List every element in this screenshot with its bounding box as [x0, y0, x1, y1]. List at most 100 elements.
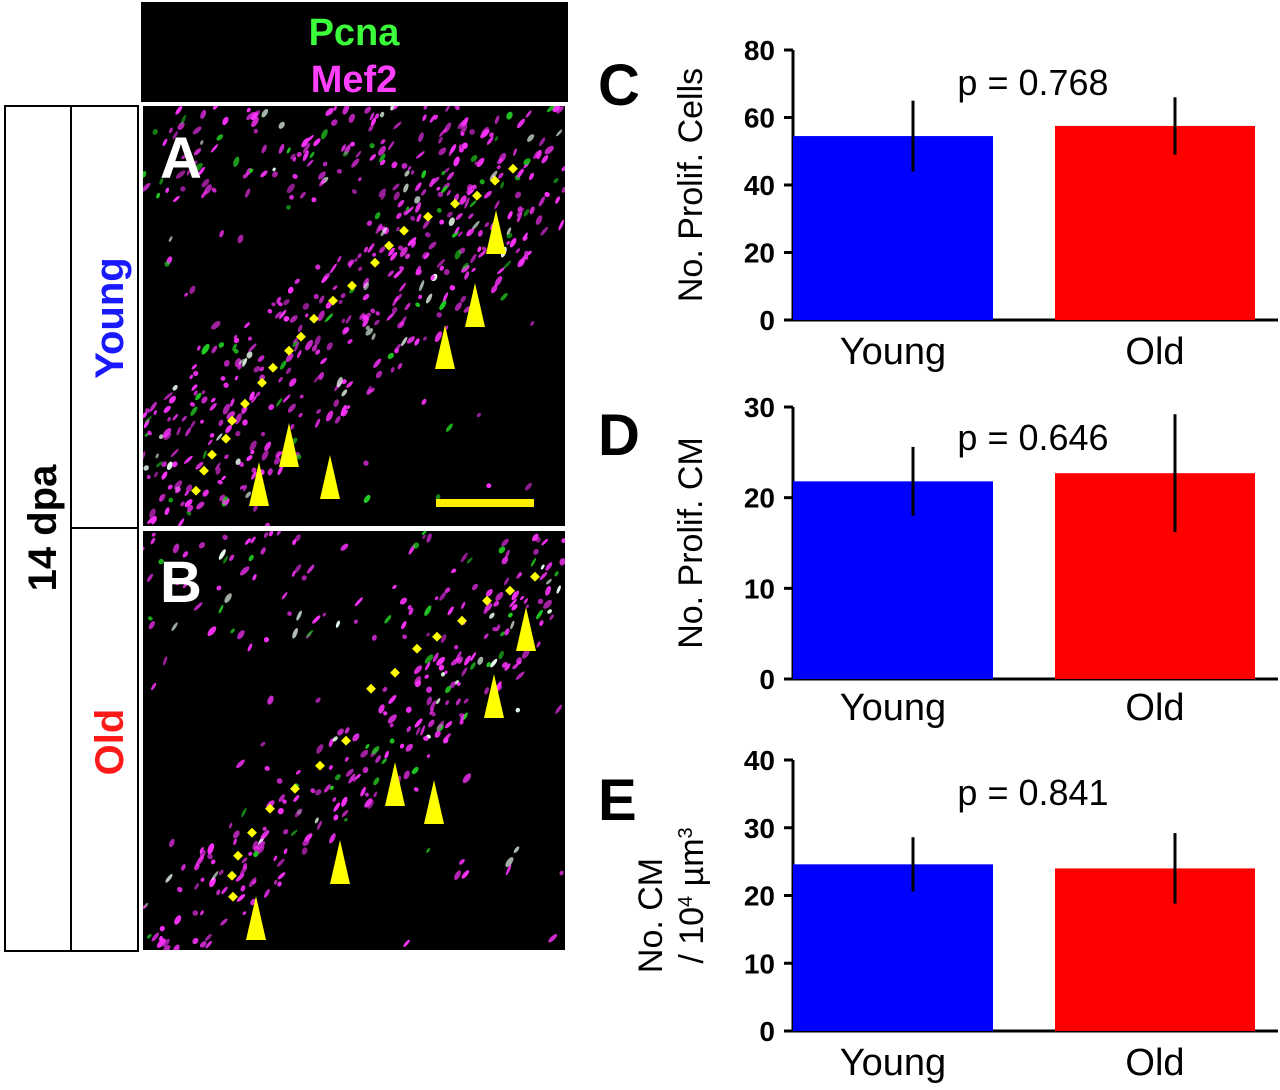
- cell-nucleus: [521, 648, 530, 659]
- cell-nucleus: [495, 591, 504, 602]
- cell-nucleus: [173, 195, 180, 203]
- cell-nucleus: [539, 137, 546, 147]
- cell-nucleus: [476, 412, 481, 418]
- cell-nucleus: [222, 534, 228, 540]
- cell-nucleus: [343, 327, 350, 334]
- arrowhead-icon: [249, 462, 269, 506]
- cell-nucleus: [310, 788, 316, 794]
- y-axis-label: No. Prolif. Cells: [672, 68, 710, 302]
- cell-nucleus: [396, 212, 402, 219]
- cell-nucleus: [387, 270, 394, 277]
- cell-nucleus: [218, 869, 224, 876]
- cell-nucleus: [350, 141, 355, 147]
- cell-nucleus: [414, 338, 420, 346]
- cell-nucleus: [164, 261, 170, 267]
- cell-nucleus: [556, 585, 561, 594]
- cell-nucleus: [390, 251, 398, 261]
- cell-nucleus: [558, 219, 564, 231]
- cell-nucleus: [152, 128, 158, 135]
- cell-nucleus: [305, 339, 313, 351]
- cell-nucleus: [200, 140, 204, 145]
- cell-nucleus: [353, 619, 358, 624]
- bar-young: [793, 481, 993, 679]
- cell-nucleus: [163, 392, 173, 401]
- cell-nucleus: [283, 829, 289, 835]
- cell-nucleus: [451, 230, 459, 238]
- cell-nucleus: [561, 538, 565, 543]
- cell-nucleus: [246, 111, 256, 120]
- cell-nucleus: [182, 551, 189, 558]
- cell-nucleus: [315, 697, 321, 703]
- cell-nucleus: [501, 538, 509, 547]
- cell-nucleus: [341, 389, 348, 397]
- cell-nucleus: [302, 150, 309, 162]
- cell-nucleus: [294, 341, 300, 352]
- cell-nucleus: [325, 410, 334, 422]
- cell-nucleus: [233, 838, 237, 845]
- cell-nucleus: [365, 743, 370, 749]
- cell-nucleus: [329, 833, 336, 844]
- cell-nucleus: [374, 113, 380, 119]
- cell-nucleus: [195, 856, 204, 866]
- cell-nucleus: [217, 479, 223, 485]
- cell-nucleus: [189, 285, 196, 295]
- cell-nucleus: [150, 682, 157, 691]
- border-dot: [328, 295, 338, 306]
- p-value-annotation: p = 0.646: [957, 417, 1108, 458]
- cell-nucleus: [525, 604, 529, 609]
- cell-nucleus: [341, 379, 347, 385]
- cell-nucleus: [201, 178, 210, 188]
- cell-nucleus: [216, 433, 223, 441]
- cell-nucleus: [159, 925, 165, 932]
- cell-nucleus: [381, 758, 387, 764]
- cell-nucleus: [366, 389, 373, 395]
- cell-nucleus: [184, 490, 189, 496]
- cell-nucleus: [459, 195, 467, 205]
- cell-nucleus: [486, 662, 491, 668]
- cell-nucleus: [148, 620, 155, 630]
- cell-nucleus: [337, 255, 342, 263]
- cell-nucleus: [277, 301, 283, 307]
- cell-nucleus: [168, 236, 173, 242]
- cell-nucleus: [158, 935, 163, 942]
- cell-nucleus: [290, 153, 296, 160]
- cell-nucleus: [437, 720, 445, 731]
- cell-nucleus: [333, 814, 339, 821]
- arrowhead-markers: [249, 210, 506, 506]
- cell-nucleus: [172, 461, 178, 468]
- cell-nucleus: [413, 787, 419, 792]
- cell-nucleus: [276, 450, 284, 459]
- cell-nucleus: [290, 424, 295, 430]
- cell-nucleus: [143, 412, 148, 419]
- cell-nucleus: [414, 718, 423, 728]
- cell-nucleus: [336, 376, 343, 388]
- cell-nucleus: [391, 307, 398, 314]
- cell-nucleus: [432, 652, 439, 663]
- cell-nucleus: [211, 345, 218, 354]
- cell-nucleus: [462, 773, 472, 784]
- cell-nucleus: [253, 851, 259, 858]
- cell-nucleus: [407, 237, 417, 247]
- cell-nucleus: [537, 598, 544, 605]
- cell-nucleus: [415, 302, 421, 308]
- cell-nucleus: [155, 453, 159, 459]
- border-dot: [472, 190, 482, 201]
- cell-nucleus: [394, 293, 403, 302]
- cell-nucleus: [489, 132, 494, 138]
- cell-nucleus: [158, 558, 164, 565]
- cell-nucleus: [454, 249, 462, 260]
- arrowhead-icon: [385, 762, 405, 806]
- cell-nucleus: [221, 475, 226, 481]
- y-tick-label: 10: [744, 573, 775, 604]
- cell-nucleus: [504, 663, 511, 671]
- cell-nucleus: [277, 872, 286, 880]
- cell-nucleus: [285, 353, 294, 362]
- cell-nucleus: [276, 531, 282, 536]
- cell-nucleus: [464, 197, 470, 209]
- cell-nucleus: [419, 280, 425, 292]
- cell-nucleus: [434, 596, 439, 601]
- cell-nucleus: [159, 493, 166, 502]
- cell-nucleus: [197, 345, 201, 351]
- cell-nucleus: [176, 426, 181, 436]
